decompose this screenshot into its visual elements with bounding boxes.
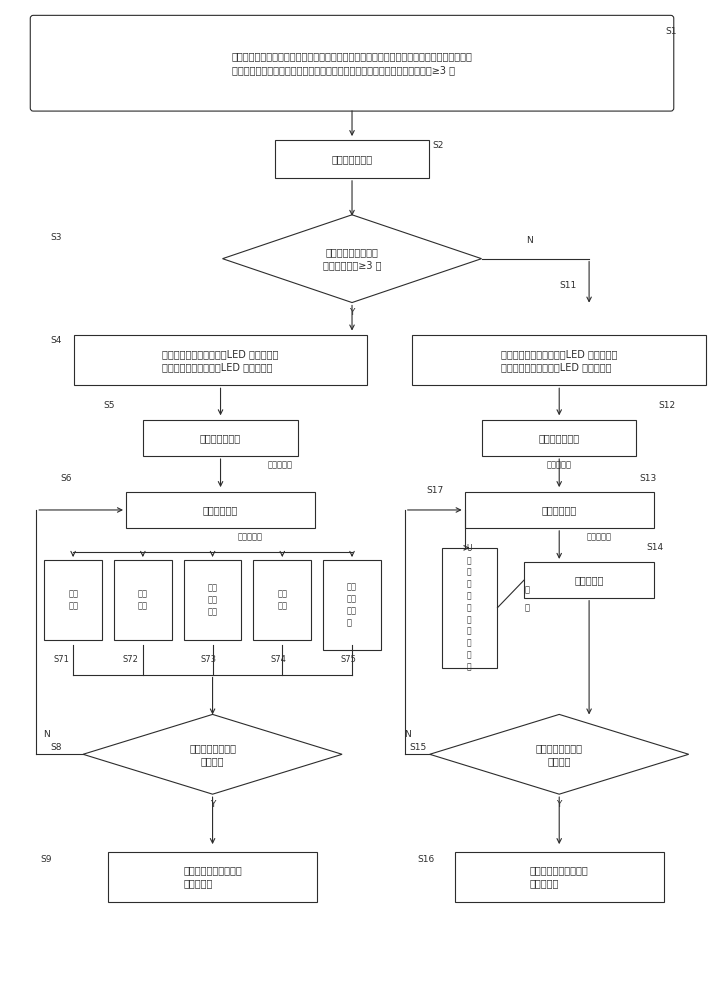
Text: 选择设置种类: 选择设置种类 [203, 505, 238, 515]
Text: S8: S8 [51, 743, 62, 752]
Text: S5: S5 [103, 401, 114, 410]
Text: U
型
压
力
计
与
调
压
阀
联
通: U 型 压 力 计 与 调 压 阀 联 通 [467, 544, 473, 671]
Bar [74, 335, 368, 385]
Text: 判断所有设定项目
是否遍历: 判断所有设定项目 是否遍历 [536, 743, 583, 766]
Bar [524, 562, 654, 598]
Bar [465, 492, 654, 528]
Text: S3: S3 [51, 233, 62, 242]
Bar [44, 560, 102, 640]
Bar [413, 335, 706, 385]
Bar [143, 420, 297, 456]
Text: Y: Y [556, 800, 562, 809]
Text: S74: S74 [270, 655, 286, 664]
Text: 判断主基板按键方式
是否为长按键≥3 秒: 判断主基板按键方式 是否为长按键≥3 秒 [322, 247, 381, 270]
Text: S71: S71 [53, 655, 69, 664]
Text: S72: S72 [123, 655, 139, 664]
Text: N: N [43, 730, 49, 739]
Text: 遥控器信号接入: 遥控器信号接入 [200, 433, 241, 443]
Text: S12: S12 [659, 401, 676, 410]
Text: 预设第一参数设定模式和第二参数设定模式、第一参数设定模式和第二参数设定模式分别所包
含的设定项目以及进入第一参数设定模式的主基板拨位键的按键方式为长按键≥3 秒: 预设第一参数设定模式和第二参数设定模式、第一参数设定模式和第二参数设定模式分别所… [232, 52, 473, 75]
Text: 保存所有设置，结束参
数设计程序: 保存所有设置，结束参 数设计程序 [530, 865, 588, 889]
Text: 定时
功能
设置: 定时 功能 设置 [207, 583, 217, 616]
Bar [253, 560, 311, 640]
Text: 判断所有设定项目
是否遍历: 判断所有设定项目 是否遍历 [189, 743, 236, 766]
Text: S16: S16 [418, 854, 435, 863]
Text: 燃烧值设置: 燃烧值设置 [574, 575, 603, 585]
Text: S14: S14 [646, 543, 663, 552]
Text: 太阳
能功
能设
置: 太阳 能功 能设 置 [347, 583, 357, 627]
Text: Y: Y [210, 800, 215, 809]
Polygon shape [430, 714, 689, 794]
FancyBboxPatch shape [30, 15, 674, 111]
Text: S75: S75 [340, 655, 356, 664]
Text: S4: S4 [51, 336, 62, 345]
Text: 遥控器按键: 遥控器按键 [238, 532, 263, 541]
Text: 升数
设置: 升数 设置 [277, 589, 287, 610]
Text: S73: S73 [201, 655, 217, 664]
Text: S11: S11 [559, 281, 576, 290]
Text: 进入第二参数设定模式，LED 指示灯控制
电路以第二方式导通，LED 指示灯闪烁: 进入第二参数设定模式，LED 指示灯控制 电路以第二方式导通，LED 指示灯闪烁 [501, 349, 617, 372]
Text: 看: 看 [525, 603, 530, 612]
Bar [184, 560, 242, 640]
Polygon shape [83, 714, 342, 794]
Bar [275, 140, 429, 178]
Text: S9: S9 [41, 854, 52, 863]
Text: N: N [526, 236, 533, 245]
Text: 保存所有设置，结束参
数设计程序: 保存所有设置，结束参 数设计程序 [183, 865, 242, 889]
Text: 遥控器信号接入: 遥控器信号接入 [538, 433, 580, 443]
Bar [114, 560, 172, 640]
Text: S2: S2 [432, 141, 443, 150]
Text: 遥控器按键: 遥控器按键 [586, 532, 611, 541]
Bar [482, 420, 636, 456]
Text: 参: 参 [525, 585, 530, 594]
Text: 遥控器按键: 遥控器按键 [268, 461, 293, 470]
Text: S17: S17 [426, 486, 443, 495]
Text: 遥控器按键: 遥控器按键 [547, 461, 572, 470]
Text: S13: S13 [639, 474, 656, 483]
Text: Y: Y [350, 308, 355, 317]
Bar [323, 560, 381, 650]
Text: S15: S15 [410, 743, 427, 752]
Polygon shape [222, 215, 481, 303]
Text: S1: S1 [665, 27, 676, 36]
Text: 气源
设置: 气源 设置 [68, 589, 78, 610]
Text: 选择设置种类: 选择设置种类 [541, 505, 577, 515]
Text: S6: S6 [60, 474, 72, 483]
Text: 进入第一参数设定模式，LED 指示灯控制
电路以第一方式导通，LED 指示灯长亮: 进入第一参数设定模式，LED 指示灯控制 电路以第一方式导通，LED 指示灯长亮 [162, 349, 279, 372]
Bar [126, 492, 315, 528]
Text: 规格
设置: 规格 设置 [138, 589, 148, 610]
Text: N: N [405, 730, 411, 739]
Bar [108, 852, 317, 902]
Bar [455, 852, 664, 902]
Bar [442, 548, 497, 668]
Text: 按主基板拨位键: 按主基板拨位键 [332, 154, 373, 164]
